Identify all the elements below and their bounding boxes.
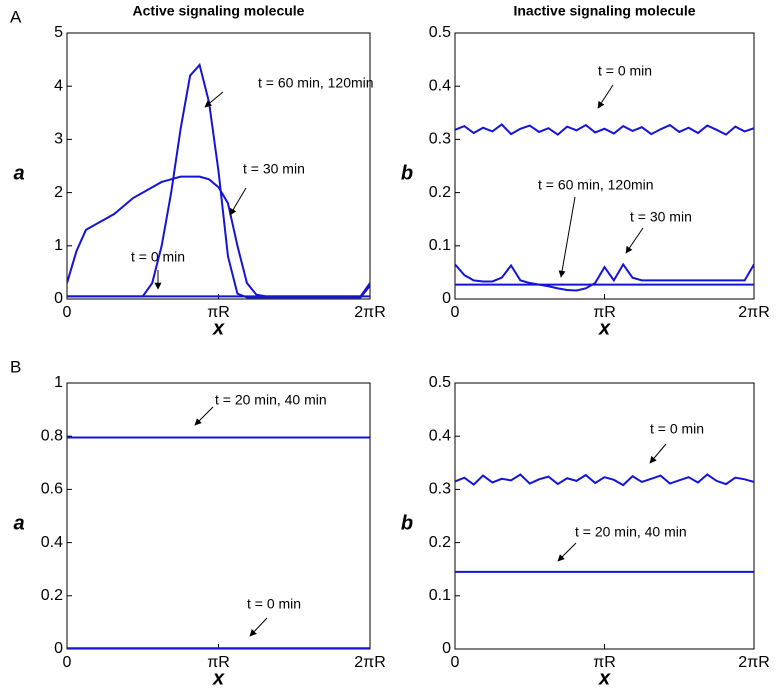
- x-axis-label: x: [212, 317, 225, 339]
- annotation: t = 60 min, 120min: [258, 75, 374, 91]
- x-tick-label: πR: [207, 304, 230, 321]
- y-axis-label: b: [401, 512, 413, 534]
- x-axis-label: x: [598, 667, 611, 689]
- y-axis-label: a: [13, 512, 24, 534]
- annotation: t = 20 min, 40 min: [215, 392, 327, 408]
- y-tick-label: 0.4: [429, 77, 451, 94]
- chart-title: Inactive signaling molecule: [513, 3, 695, 19]
- y-tick-label: 0.3: [429, 131, 451, 148]
- y-tick-label: 0.2: [429, 534, 451, 551]
- y-tick-label: 0.1: [429, 587, 451, 604]
- annotation: t = 60 min, 120min: [538, 177, 654, 193]
- x-axis-label: x: [212, 667, 225, 689]
- y-tick-label: 0.2: [41, 587, 63, 604]
- y-tick-label: 1: [54, 237, 63, 254]
- axes-frame: [66, 382, 371, 650]
- y-tick-label: 0.3: [429, 481, 451, 498]
- x-tick-label: 2πR: [354, 654, 386, 671]
- y-tick-label: 0.4: [429, 427, 451, 444]
- annotation: t = 0 min: [247, 596, 301, 612]
- y-tick-label: 0: [442, 290, 451, 307]
- y-tick-label: 3: [54, 131, 63, 148]
- y-tick-label: 0: [54, 640, 63, 657]
- y-tick-label: 1: [54, 374, 63, 391]
- y-tick-label: 2: [54, 184, 63, 201]
- x-axis-label: x: [598, 317, 611, 339]
- chart-title: Active signaling molecule: [133, 3, 305, 19]
- x-tick-label: 2πR: [738, 304, 770, 321]
- y-tick-label: 0.8: [41, 427, 63, 444]
- arrow: [249, 617, 268, 637]
- y-tick-label: 0.6: [41, 481, 63, 498]
- y-tick-label: 0.2: [429, 184, 451, 201]
- arrow: [558, 196, 576, 278]
- axes-frame: [454, 382, 755, 650]
- x-tick-label: πR: [593, 654, 616, 671]
- arrow: [597, 84, 614, 109]
- x-tick-label: 0: [63, 304, 72, 321]
- x-tick-label: πR: [207, 654, 230, 671]
- annotation: t = 30 min: [630, 209, 692, 225]
- arrow: [649, 443, 667, 464]
- y-axis-label: b: [401, 162, 413, 184]
- arrow: [194, 406, 214, 426]
- panel-label: B: [10, 357, 21, 376]
- x-tick-label: 2πR: [354, 304, 386, 321]
- data-line: [455, 262, 754, 292]
- y-tick-label: 0.1: [429, 237, 451, 254]
- x-tick-label: 2πR: [738, 654, 770, 671]
- x-tick-label: 0: [451, 304, 460, 321]
- annotation: t = 30 min: [243, 161, 305, 177]
- y-tick-label: 0.5: [429, 24, 451, 41]
- y-tick-label: 0.5: [429, 374, 451, 391]
- y-tick-label: 0: [54, 290, 63, 307]
- x-tick-label: 0: [63, 654, 72, 671]
- data-line: [67, 175, 370, 298]
- y-tick-label: 4: [54, 77, 63, 94]
- arrow: [557, 542, 577, 562]
- y-tick-label: 0: [442, 640, 451, 657]
- data-line: [67, 62, 370, 299]
- y-tick-label: 5: [54, 24, 63, 41]
- y-axis-label: a: [13, 162, 24, 184]
- data-line: [455, 123, 754, 136]
- data-line: [455, 473, 754, 487]
- y-tick-label: 0.4: [41, 534, 63, 551]
- arrow: [625, 227, 644, 254]
- annotation: t = 20 min, 40 min: [575, 524, 687, 540]
- annotation: t = 0 min: [650, 421, 704, 437]
- arrow: [204, 91, 224, 108]
- annotation: t = 0 min: [598, 63, 652, 79]
- x-tick-label: 0: [451, 654, 460, 671]
- x-tick-label: πR: [593, 304, 616, 321]
- panel-label: A: [10, 7, 22, 26]
- arrow: [229, 187, 247, 216]
